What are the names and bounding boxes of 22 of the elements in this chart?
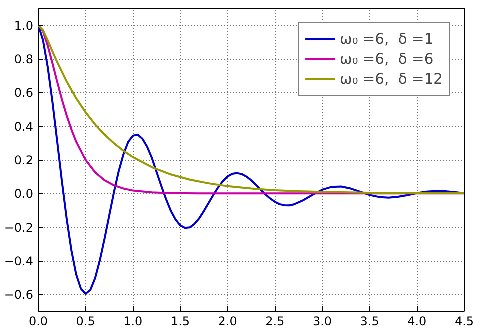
y-tick-label: 0.4 (14, 120, 34, 134)
x-tick-label: 2.5 (266, 314, 285, 328)
y-tick-label: −0.6 (4, 288, 34, 302)
y-tick-label: −0.4 (4, 254, 34, 268)
legend-label: ω₀ =6, δ =1 (340, 30, 434, 48)
x-tick-label: 4.5 (454, 314, 474, 328)
y-tick-label: 0.2 (14, 154, 34, 168)
y-tick-label: 0.6 (14, 86, 34, 100)
legend-label: ω₀ =6, δ =12 (340, 70, 443, 88)
y-tick-label: −0.2 (4, 220, 34, 235)
y-tick-label: 0.0 (14, 187, 34, 202)
x-tick-label: 3.5 (360, 314, 380, 328)
legend-label: ω₀ =6, δ =6 (340, 50, 434, 68)
x-tick-label: 0.0 (28, 314, 48, 328)
y-tick-label: 0.8 (14, 52, 34, 66)
x-tick-label: 1.0 (124, 314, 143, 328)
x-tick-label: 3.0 (312, 314, 332, 328)
x-tick-label: 1.5 (170, 314, 190, 328)
y-tick-label: 1.0 (14, 18, 34, 33)
x-tick-label: 2.0 (218, 314, 238, 328)
x-tick-label: 4.0 (408, 314, 427, 328)
x-tick-label: 0.5 (76, 314, 96, 328)
